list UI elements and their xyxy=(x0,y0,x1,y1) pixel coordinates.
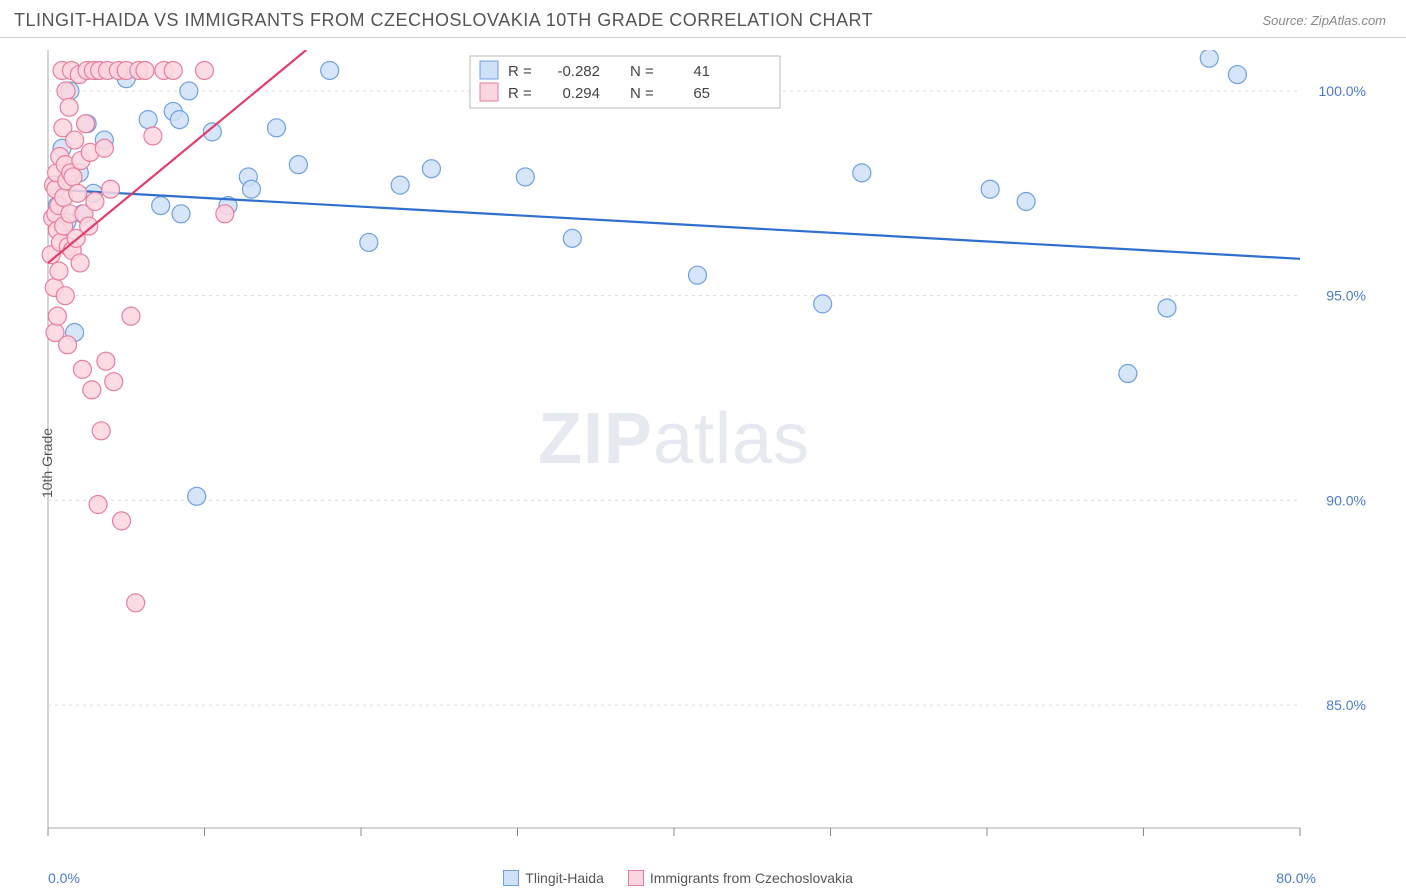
chart-area: 10th Grade 85.0% 90.0% 95.0% 100.0% ZIPatlas… xyxy=(0,38,1406,888)
svg-text:41: 41 xyxy=(693,63,710,80)
svg-text:ZIPatlas: ZIPatlas xyxy=(538,399,810,479)
chart-header: TLINGIT-HAIDA VS IMMIGRANTS FROM CZECHOS… xyxy=(0,0,1406,38)
svg-text:65: 65 xyxy=(693,85,710,102)
svg-text:85.0%: 85.0% xyxy=(1326,697,1366,713)
x-min-label: 0.0% xyxy=(48,870,80,886)
scatter-chart: 85.0% 90.0% 95.0% 100.0% ZIPatlas R = -0.282 N … xyxy=(0,38,1406,888)
x-max-label: 80.0% xyxy=(1276,870,1316,886)
chart-title: TLINGIT-HAIDA VS IMMIGRANTS FROM CZECHOS… xyxy=(14,10,873,31)
legend-item: Immigrants from Czechoslovakia xyxy=(628,870,853,886)
legend-items: Tlingit-Haida Immigrants from Czechoslova… xyxy=(503,870,853,886)
legend-swatch xyxy=(628,870,644,886)
svg-text:90.0%: 90.0% xyxy=(1326,492,1366,508)
legend-label: Immigrants from Czechoslovakia xyxy=(650,870,853,886)
svg-text:R =: R = xyxy=(508,85,532,102)
svg-text:0.294: 0.294 xyxy=(562,85,600,102)
legend-bottom: 0.0% Tlingit-Haida Immigrants from Czecho… xyxy=(0,870,1406,886)
legend-item: Tlingit-Haida xyxy=(503,870,604,886)
legend-label: Tlingit-Haida xyxy=(525,870,604,886)
legend-swatch xyxy=(503,870,519,886)
svg-text:N =: N = xyxy=(630,85,654,102)
svg-text:95.0%: 95.0% xyxy=(1326,288,1366,304)
svg-text:-0.282: -0.282 xyxy=(557,63,600,80)
svg-text:R =: R = xyxy=(508,63,532,80)
chart-source: Source: ZipAtlas.com xyxy=(1262,13,1386,28)
svg-text:N =: N = xyxy=(630,63,654,80)
svg-text:100.0%: 100.0% xyxy=(1319,83,1366,99)
y-axis-label: 10th Grade xyxy=(39,428,55,498)
